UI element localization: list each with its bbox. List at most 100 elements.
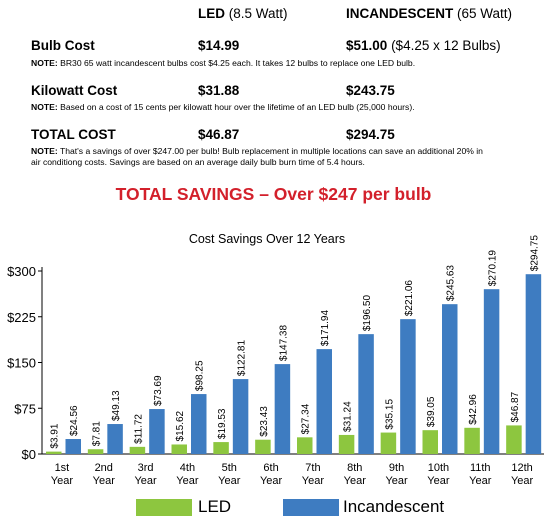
data-label-incandescent: $270.19	[488, 250, 499, 287]
data-label-incandescent: $49.13	[111, 390, 122, 421]
bulb-cost-incandescent: $51.00 ($4.25 x 12 Bulbs)	[346, 38, 501, 53]
note-text: BR30 65 watt incandescent bulbs cost $4.…	[57, 58, 416, 68]
bar-led	[213, 442, 229, 454]
data-label-incandescent: $221.06	[404, 280, 415, 317]
incandescent-column-header: INCANDESCENT (65 Watt)	[346, 6, 512, 21]
total-cost-led: $46.87	[198, 127, 240, 142]
bar-incandescent	[232, 379, 249, 454]
cost-savings-chart: Cost Savings Over 12 Years $0 $75 $150 $225 $…	[7, 232, 544, 487]
total-cost-label: TOTAL COST	[31, 127, 116, 142]
bulb-cost-label: Bulb Cost	[31, 38, 95, 53]
incandescent-header-label: INCANDESCENT	[346, 6, 454, 21]
x-category-label: Year	[302, 475, 325, 487]
total-cost-note-line-2: air conditiong costs. Savings are based …	[31, 157, 365, 167]
bar-led	[171, 444, 187, 454]
x-category-label: Year	[176, 475, 199, 487]
bar-incandescent	[65, 439, 81, 454]
bar-led	[380, 432, 397, 454]
bar-led	[129, 446, 146, 454]
x-category-label: 9th	[389, 462, 404, 474]
bar-incandescent	[191, 394, 207, 454]
x-category-label: 11th	[470, 462, 491, 474]
data-label-led: $7.81	[92, 421, 103, 446]
x-category-label: 2nd	[95, 462, 113, 474]
note-text: Based on a cost of 15 cents per kilowatt…	[57, 102, 415, 112]
data-label-led: $23.43	[259, 406, 270, 437]
kilowatt-cost-led: $31.88	[198, 83, 240, 98]
bar-incandescent	[400, 319, 416, 454]
x-category-label: 5th	[222, 462, 237, 474]
legend-incandescent-swatch	[283, 499, 339, 516]
x-category-label: 7th	[305, 462, 320, 474]
x-category-label: Year	[218, 475, 241, 487]
x-category-label: Year	[93, 475, 116, 487]
bar-led	[87, 449, 104, 454]
led-header-wattage: (8.5 Watt)	[228, 6, 288, 21]
bar-led	[464, 427, 480, 454]
bulb-cost-led: $14.99	[198, 38, 240, 53]
data-label-led: $31.24	[343, 401, 354, 432]
data-label-incandescent: $24.56	[69, 405, 80, 436]
legend-led-swatch	[136, 499, 192, 516]
x-category-label: Year	[344, 475, 367, 487]
data-label-led: $15.62	[175, 410, 186, 441]
bar-led	[46, 451, 62, 454]
data-label-led: $35.15	[384, 399, 395, 430]
total-cost-incandescent: $294.75	[346, 127, 395, 142]
bar-incandescent	[442, 304, 458, 454]
y-tick-label: $75	[14, 401, 36, 416]
data-label-incandescent: $245.63	[446, 265, 457, 302]
x-category-label: Year	[134, 475, 157, 487]
bar-incandescent	[483, 289, 500, 454]
y-tick-label: $300	[7, 264, 36, 279]
x-category-label: 10th	[428, 462, 449, 474]
bar-incandescent	[316, 349, 332, 454]
x-category-label: Year	[511, 475, 534, 487]
y-tick-label: $0	[22, 447, 36, 462]
note-label: NOTE:	[31, 58, 58, 68]
kilowatt-cost-incandescent: $243.75	[346, 83, 395, 98]
bar-led	[422, 430, 438, 454]
data-label-incandescent: $171.94	[320, 310, 331, 347]
x-category-label: 3rd	[138, 462, 154, 474]
x-category-label: 6th	[263, 462, 278, 474]
bar-led	[255, 439, 271, 454]
legend-led-label: LED	[198, 497, 232, 516]
data-label-led: $42.96	[468, 394, 479, 425]
y-tick-label: $150	[7, 356, 36, 371]
chart-title: Cost Savings Over 12 Years	[189, 232, 345, 246]
data-label-led: $11.72	[133, 414, 144, 444]
data-label-led: $3.91	[50, 423, 61, 448]
total-savings-headline: TOTAL SAVINGS – Over $247 per bulb	[115, 184, 432, 204]
x-category-label: 1st	[55, 462, 70, 474]
data-label-led: $39.05	[426, 396, 437, 427]
bar-led	[297, 437, 313, 454]
bulb-cost-incandescent-value: $51.00	[346, 38, 388, 53]
x-category-label: Year	[51, 475, 74, 487]
data-label-incandescent: $122.81	[237, 340, 248, 377]
note-label: NOTE:	[31, 102, 58, 112]
kilowatt-cost-note: NOTE: Based on a cost of 15 cents per ki…	[31, 102, 415, 113]
x-category-label: 12th	[511, 462, 532, 474]
x-category-label: Year	[385, 475, 408, 487]
y-tick-label: $225	[7, 310, 36, 325]
x-category-label: Year	[469, 475, 492, 487]
bar-incandescent	[107, 424, 123, 454]
data-label-led: $27.34	[301, 403, 312, 434]
note-label: NOTE:	[31, 146, 58, 156]
bar-incandescent	[149, 409, 165, 454]
bar-led	[338, 434, 355, 454]
led-column-header: LED (8.5 Watt)	[198, 6, 288, 21]
data-label-incandescent: $147.38	[278, 325, 289, 362]
legend-incandescent-label: Incandescent	[343, 497, 445, 516]
bar-incandescent	[525, 274, 542, 454]
kilowatt-cost-label: Kilowatt Cost	[31, 83, 118, 98]
total-cost-note: NOTE: That's a savings of over $247.00 p…	[31, 146, 483, 157]
bulb-cost-note: NOTE: BR30 65 watt incandescent bulbs co…	[31, 58, 415, 69]
data-label-led: $46.87	[510, 391, 521, 422]
note-text-line-1: That's a savings of over $247.00 per bul…	[57, 146, 483, 156]
x-category-label: 4th	[180, 462, 195, 474]
bulb-cost-incandescent-detail: ($4.25 x 12 Bulbs)	[391, 38, 501, 53]
bar-led	[506, 425, 522, 454]
incandescent-header-wattage: (65 Watt)	[457, 6, 513, 21]
